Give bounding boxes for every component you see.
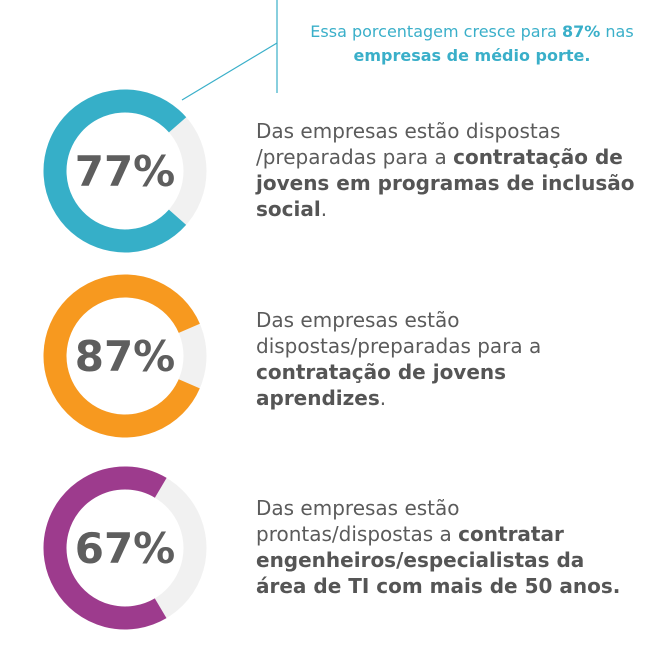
callout-text-end: nas bbox=[600, 22, 634, 41]
callout-text: Essa porcentagem cresce para bbox=[310, 22, 563, 41]
description-3: Das empresas estão prontas/dispostas a c… bbox=[256, 495, 636, 599]
donut-arc-inclusao-social bbox=[43, 89, 207, 253]
callout-bold-line: empresas de médio porte. bbox=[353, 46, 591, 65]
description-1: Das empresas estão dispostas /preparadas… bbox=[256, 118, 656, 222]
callout-connector-line bbox=[181, 42, 278, 101]
description-bold: contratação de jovens em programas de in… bbox=[256, 145, 635, 221]
donut-label-inclusao-social: 77% bbox=[75, 147, 176, 196]
donut-label-engenheiros-ti-50: 67% bbox=[75, 524, 176, 573]
donut-label-jovens-aprendizes: 87% bbox=[75, 332, 176, 381]
donut-arc-engenheiros-ti-50 bbox=[43, 466, 207, 630]
description-end: . bbox=[379, 386, 387, 410]
callout-annotation: Essa porcentagem cresce para 87% nas emp… bbox=[282, 20, 662, 68]
description-text: Das empresas estão dispostas /preparadas… bbox=[256, 119, 561, 169]
description-bold: contratação de jovens aprendizes bbox=[256, 360, 507, 410]
description-text: Das empresas estão dispostas/preparadas … bbox=[256, 308, 542, 358]
callout-highlight: 87% bbox=[562, 22, 601, 41]
description-end: . bbox=[320, 197, 328, 221]
donut-arc-jovens-aprendizes bbox=[43, 274, 207, 438]
description-2: Das empresas estão dispostas/preparadas … bbox=[256, 307, 546, 411]
description-bold: contratar engenheiros/especialistas da á… bbox=[256, 522, 621, 598]
description-text: Das empresas estão prontas/dispostas a bbox=[256, 496, 460, 546]
